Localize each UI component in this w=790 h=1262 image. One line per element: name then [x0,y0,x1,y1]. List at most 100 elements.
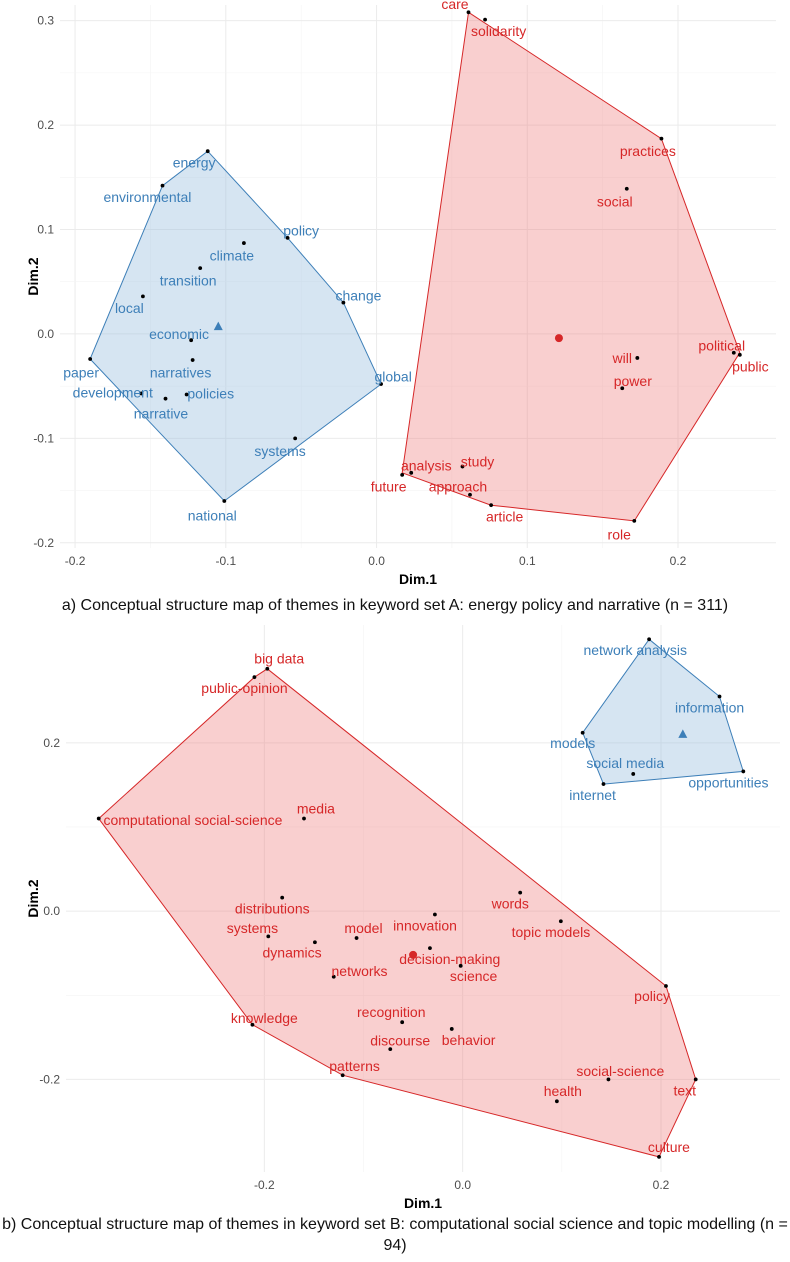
label-information: information [675,699,744,715]
label-opportunities: opportunities [688,774,768,790]
point-public [737,352,742,357]
label-care: care [441,0,468,12]
point-public-opinion [252,675,257,680]
label-future: future [371,478,407,494]
point-national [222,499,227,503]
y-tick-label: 0.0 [43,904,60,918]
point-recognition [400,1020,405,1025]
cluster-hull-red [401,11,741,522]
label-recognition: recognition [357,1004,426,1020]
x-axis-title: Dim.1 [404,1195,442,1210]
label-economic: economic [149,326,209,342]
point-big-data [265,666,270,671]
y-tick-label: -0.1 [33,431,54,445]
label-change: change [335,287,381,303]
label-patterns: patterns [329,1058,380,1074]
y-tick-label: 0.3 [37,14,54,28]
label-policy: policy [634,988,670,1004]
point-network-analysis [647,637,651,642]
point-opportunities [741,769,746,774]
label-innovation: innovation [393,917,457,933]
label-social-media: social media [586,755,664,771]
label-local: local [115,300,144,316]
label-public: public [732,358,769,374]
label-words: words [491,896,529,912]
point-paper [88,357,93,361]
x-tick-label: -0.1 [215,554,236,568]
point-health [554,1099,559,1104]
cluster-hull-blue [582,638,744,785]
label-text: text [674,1082,697,1098]
point-policies [184,392,189,397]
x-tick-label: 0.0 [368,554,385,568]
label-climate: climate [210,248,255,264]
grid [60,5,776,548]
label-national: national [188,508,237,524]
point-role [632,518,637,523]
x-tick-label: 0.0 [454,1178,471,1192]
point-words [518,890,523,895]
point-local [141,294,145,299]
point-economic [189,338,194,343]
caption-b: b) Conceptual structure map of themes in… [2,1216,788,1254]
label-solidarity: solidarity [471,23,526,39]
y-axis-title: Dim.2 [25,879,41,917]
point-systems [266,934,271,939]
point-model [354,936,359,940]
label-network-analysis: network analysis [583,642,687,658]
label-analysis: analysis [401,458,452,474]
y-tick-label: -0.2 [33,536,54,550]
label-environmental: environmental [103,189,191,205]
point-information [717,694,722,699]
point-computational-social-science [96,816,101,821]
point-practices [659,136,664,141]
point-systems [293,436,298,441]
label-computational-social-science: computational social-science [103,812,282,828]
x-tick-label: 0.2 [653,1178,670,1192]
label-culture: culture [648,1139,690,1155]
point-policy [285,235,290,240]
y-tick-label: 0.2 [37,118,54,132]
label-networks: networks [332,963,388,979]
point-transition [198,266,203,271]
label-narratives: narratives [150,365,211,381]
label-public-opinion: public-opinion [201,680,287,696]
label-narrative: narrative [134,405,189,421]
point-political [731,350,736,355]
point-environmental [160,183,165,188]
point-science [458,963,463,968]
point-future [400,473,405,477]
label-social: social [597,193,633,209]
cluster-hull-blue [89,150,382,502]
point-behavior [449,1027,454,1031]
point-analysis [409,470,414,475]
label-big-data: big data [254,651,304,667]
label-article: article [486,509,524,525]
point-networks [331,974,336,979]
point-innovation [433,912,437,917]
point-energy [205,149,210,154]
point-social [624,186,629,191]
x-tick-label: -0.2 [254,1178,275,1192]
point-article [489,503,494,508]
label-systems: systems [254,443,305,459]
point-power [620,386,625,391]
cluster-centroid-blue [213,321,223,331]
label-media: media [297,800,335,816]
point-discourse [388,1047,393,1052]
label-policy: policy [283,223,319,239]
point-study [460,464,465,469]
y-tick-label: 0.2 [43,736,60,750]
x-axis-title: Dim.1 [399,571,437,587]
cluster-centroid-red [554,334,563,343]
label-distributions: distributions [235,901,310,917]
label-models: models [550,735,595,751]
label-social-science: social-science [576,1063,664,1079]
point-narratives [190,358,195,362]
x-tick-label: 0.2 [670,554,687,568]
point-policy [664,984,668,988]
y-tick-label: -0.2 [39,1072,60,1086]
point-models [580,730,585,735]
x-tick-label: -0.2 [65,554,86,568]
label-health: health [544,1083,582,1099]
